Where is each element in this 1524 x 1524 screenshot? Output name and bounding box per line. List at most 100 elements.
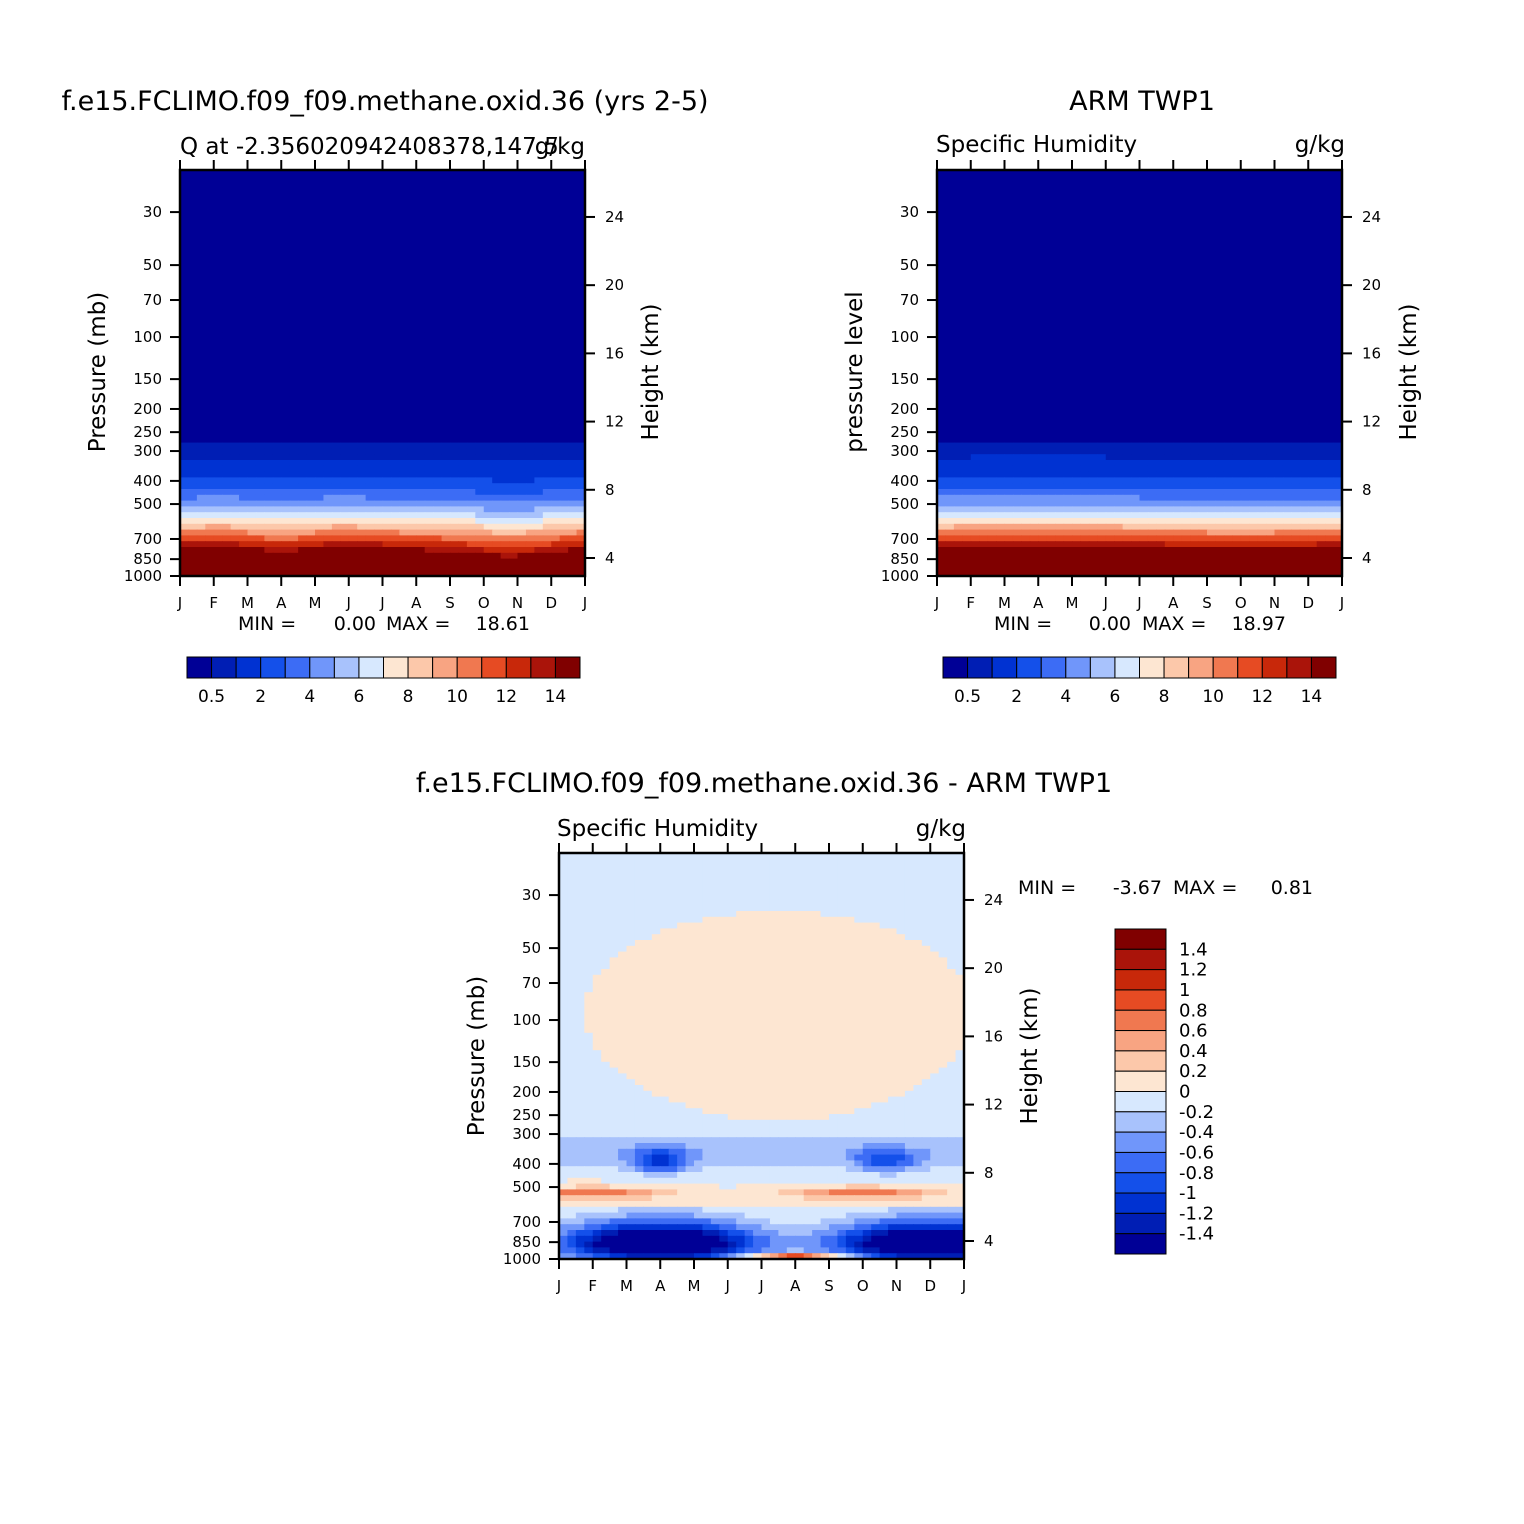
contour-cell xyxy=(298,419,308,426)
contour-cell xyxy=(247,384,257,391)
contour-cell xyxy=(424,460,434,467)
contour-cell xyxy=(315,286,325,293)
contour-cell xyxy=(542,303,552,310)
contour-cell xyxy=(517,431,527,438)
contour-cell xyxy=(340,175,350,183)
contour-cell xyxy=(1181,239,1191,246)
contour-cell xyxy=(1055,268,1065,275)
contour-cell xyxy=(255,373,265,380)
contour-cell xyxy=(1080,268,1090,275)
contour-cell xyxy=(365,547,375,554)
contour-cell xyxy=(348,367,358,374)
contour-cell xyxy=(1325,309,1335,316)
contour-cell xyxy=(475,442,485,449)
contour-cell xyxy=(365,448,375,455)
contour-cell xyxy=(399,547,409,554)
colorbar-box xyxy=(530,656,556,679)
colorbar-box xyxy=(186,656,213,679)
contour-cell xyxy=(441,384,451,391)
contour-cell xyxy=(374,181,384,188)
contour-cell xyxy=(525,187,535,194)
contour-cell xyxy=(559,367,569,374)
contour-cell xyxy=(213,489,223,496)
contour-cell xyxy=(281,407,291,415)
contour-cell xyxy=(365,425,375,432)
contour-cell xyxy=(551,291,561,299)
contour-cell xyxy=(272,262,282,270)
contour-cell xyxy=(1088,216,1098,223)
contour-cell xyxy=(466,436,476,444)
contour-cell xyxy=(500,199,510,206)
contour-cell xyxy=(306,564,316,571)
contour-cell xyxy=(441,309,451,316)
contour-cell xyxy=(1333,262,1343,270)
contour-cell xyxy=(1105,216,1115,223)
contour-cell xyxy=(559,187,569,194)
contour-cell xyxy=(315,320,325,328)
contour-cell xyxy=(1215,228,1225,235)
contour-cell xyxy=(1207,239,1217,246)
contour-cell xyxy=(1156,181,1166,188)
contour-cell xyxy=(441,500,451,507)
contour-cell xyxy=(1147,291,1157,299)
contour-cell xyxy=(509,355,519,362)
contour-cell xyxy=(306,541,316,548)
contour-cell xyxy=(1021,291,1031,299)
contour-cell xyxy=(180,239,190,246)
contour-cell xyxy=(542,245,552,252)
contour-cell xyxy=(424,222,434,229)
contour-cell xyxy=(568,181,578,188)
contour-cell xyxy=(315,245,325,252)
contour-cell xyxy=(1282,338,1292,345)
contour-cell xyxy=(1173,210,1183,217)
contour-cell xyxy=(450,361,460,368)
contour-cell xyxy=(315,506,325,513)
contour-cell xyxy=(458,320,468,328)
contour-cell xyxy=(1055,262,1065,270)
contour-cell xyxy=(1147,222,1157,229)
contour-cell xyxy=(466,529,476,536)
contour-cell xyxy=(441,326,451,333)
contour-cell xyxy=(1223,332,1233,339)
contour-cell xyxy=(1207,245,1217,252)
contour-cell xyxy=(1240,309,1250,316)
contour-cell xyxy=(987,257,997,264)
contour-cell xyxy=(399,477,409,484)
contour-cell xyxy=(205,286,215,293)
contour-cell xyxy=(542,326,552,333)
contour-cell xyxy=(272,326,282,333)
contour-cell xyxy=(357,355,367,362)
contour-cell xyxy=(331,332,341,339)
contour-cell xyxy=(996,245,1006,252)
contour-cell xyxy=(953,303,963,310)
contour-cell xyxy=(970,286,980,293)
contour-cell xyxy=(264,570,274,577)
contour-cell xyxy=(1223,181,1233,188)
contour-cell xyxy=(987,210,997,217)
contour-cell xyxy=(1063,216,1073,223)
contour-cell xyxy=(407,465,417,473)
contour-cell xyxy=(987,332,997,339)
contour-cell xyxy=(475,268,485,275)
contour-cell xyxy=(534,274,544,281)
contour-cell xyxy=(433,500,443,507)
contour-cell xyxy=(407,222,417,229)
contour-cell xyxy=(289,233,299,241)
contour-cell xyxy=(475,367,485,374)
contour-cell xyxy=(188,286,198,293)
contour-cell xyxy=(1055,257,1065,264)
contour-cell xyxy=(239,274,249,281)
contour-cell xyxy=(239,338,249,345)
contour-cell xyxy=(213,175,223,183)
contour-cell xyxy=(1173,222,1183,229)
contour-cell xyxy=(1164,181,1174,188)
contour-cell xyxy=(1072,199,1082,206)
contour-cell xyxy=(399,355,409,362)
contour-cell xyxy=(1325,274,1335,281)
contour-cell xyxy=(576,431,586,438)
contour-cell xyxy=(1249,344,1259,351)
contour-cell xyxy=(433,535,443,542)
contour-cell xyxy=(340,274,350,281)
contour-cell xyxy=(323,297,333,304)
contour-cell xyxy=(551,280,561,287)
